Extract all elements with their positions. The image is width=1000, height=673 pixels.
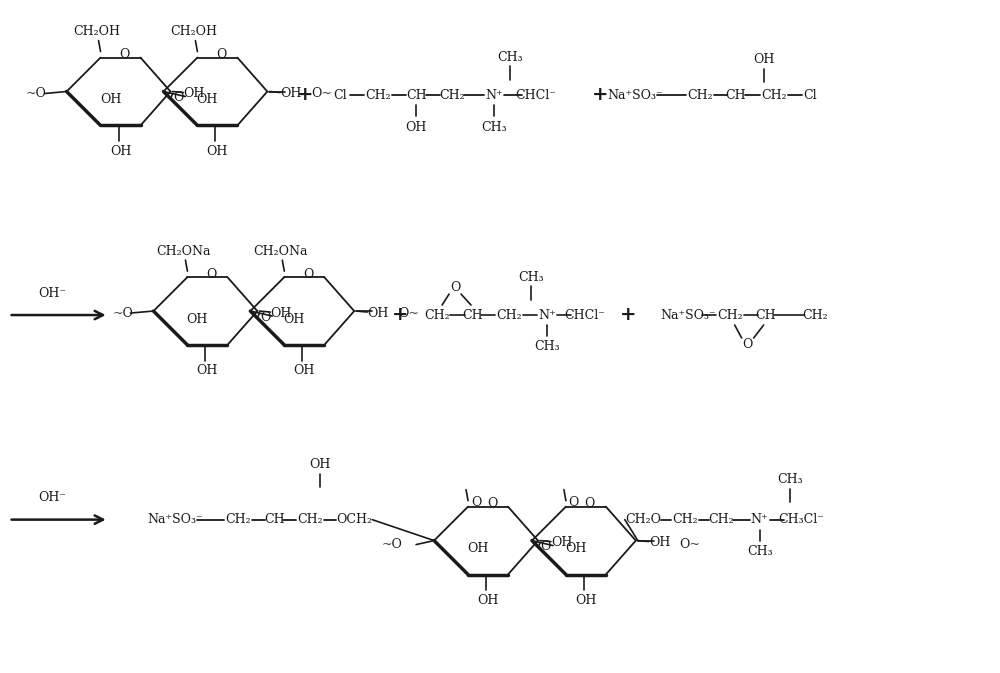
Text: CH: CH [264, 513, 285, 526]
Text: Cl: Cl [803, 89, 816, 102]
Text: OH: OH [477, 594, 499, 607]
Text: OH: OH [310, 458, 331, 471]
Text: Cl: Cl [333, 89, 347, 102]
Text: CH₃: CH₃ [481, 121, 507, 134]
Text: CH₃: CH₃ [518, 271, 544, 283]
Text: OH: OH [284, 312, 305, 326]
Text: OH: OH [467, 542, 489, 555]
Text: OH: OH [281, 87, 302, 100]
Text: O: O [119, 48, 130, 61]
Text: CH₂: CH₂ [708, 513, 734, 526]
Text: CH₂: CH₂ [496, 308, 522, 322]
Text: CHCl⁻: CHCl⁻ [564, 308, 605, 322]
Text: CH₃Cl⁻: CH₃Cl⁻ [779, 513, 825, 526]
Text: CH₂: CH₂ [297, 513, 323, 526]
Text: ~O: ~O [381, 538, 402, 551]
Text: O: O [487, 497, 497, 510]
Text: OH: OH [110, 145, 131, 158]
Text: Na⁺SO₃⁻: Na⁺SO₃⁻ [661, 308, 716, 322]
Text: CH₂OH: CH₂OH [73, 25, 120, 38]
Text: OH: OH [565, 542, 587, 555]
Text: CH₂: CH₂ [439, 89, 465, 102]
Text: OCH₂: OCH₂ [336, 513, 372, 526]
Text: O: O [585, 497, 595, 510]
Text: OH⁻: OH⁻ [39, 287, 67, 299]
Text: Na⁺SO₃⁻: Na⁺SO₃⁻ [148, 513, 203, 526]
Text: CH₂: CH₂ [803, 308, 828, 322]
Text: OH: OH [207, 145, 228, 158]
Text: O~: O~ [311, 87, 332, 100]
Text: OH: OH [575, 594, 597, 607]
Text: O: O [303, 268, 313, 281]
Text: OH: OH [197, 93, 218, 106]
Text: Na⁺SO₃⁻: Na⁺SO₃⁻ [607, 89, 663, 102]
Text: OH: OH [367, 306, 389, 320]
Text: OH: OH [100, 93, 121, 106]
Text: O~: O~ [398, 306, 419, 320]
Text: O: O [216, 48, 227, 61]
Text: OH: OH [271, 306, 292, 320]
Text: CH₂: CH₂ [672, 513, 698, 526]
Text: O: O [742, 339, 753, 351]
Text: +: + [592, 87, 608, 104]
Text: CH₂: CH₂ [365, 89, 391, 102]
Text: OH: OH [753, 53, 774, 66]
Text: O: O [450, 281, 460, 293]
Text: CH₂: CH₂ [687, 89, 713, 102]
Text: CHCl⁻: CHCl⁻ [516, 89, 556, 102]
Text: OH⁻: OH⁻ [39, 491, 67, 504]
Text: O~: O~ [680, 538, 701, 551]
Text: OH: OH [649, 536, 670, 549]
Text: CH: CH [406, 89, 426, 102]
Text: O: O [471, 496, 481, 509]
Text: CH₂: CH₂ [424, 308, 450, 322]
Text: OH: OH [197, 364, 218, 378]
Text: CH₃: CH₃ [777, 473, 802, 486]
Text: O: O [260, 310, 271, 324]
Text: CH₂ONa: CH₂ONa [253, 245, 308, 258]
Text: CH₂OH: CH₂OH [170, 25, 217, 38]
Text: O: O [173, 91, 184, 104]
Text: OH: OH [551, 536, 573, 549]
Text: +: + [392, 306, 408, 324]
Text: CH₂: CH₂ [717, 308, 742, 322]
Text: CH₃: CH₃ [747, 545, 772, 558]
Text: O: O [206, 268, 217, 281]
Text: CH₃: CH₃ [497, 51, 523, 64]
Text: CH: CH [463, 308, 483, 322]
Text: CH₂ONa: CH₂ONa [156, 245, 211, 258]
Text: ~O: ~O [26, 87, 47, 100]
Text: CH: CH [725, 89, 746, 102]
Text: O: O [569, 496, 579, 509]
Text: CH: CH [755, 308, 776, 322]
Text: +: + [620, 306, 636, 324]
Text: CH₂O: CH₂O [625, 513, 661, 526]
Text: OH: OH [294, 364, 315, 378]
Text: +: + [297, 87, 314, 104]
Text: CH₂: CH₂ [226, 513, 251, 526]
Text: N⁺: N⁺ [538, 308, 556, 322]
Text: ~O: ~O [113, 306, 133, 320]
Text: O: O [541, 540, 551, 553]
Text: N⁺: N⁺ [751, 513, 768, 526]
Text: CH₃: CH₃ [534, 341, 560, 353]
Text: OH: OH [187, 312, 208, 326]
Text: OH: OH [405, 121, 427, 134]
Text: CH₂: CH₂ [761, 89, 786, 102]
Text: OH: OH [184, 87, 205, 100]
Text: N⁺: N⁺ [485, 89, 503, 102]
